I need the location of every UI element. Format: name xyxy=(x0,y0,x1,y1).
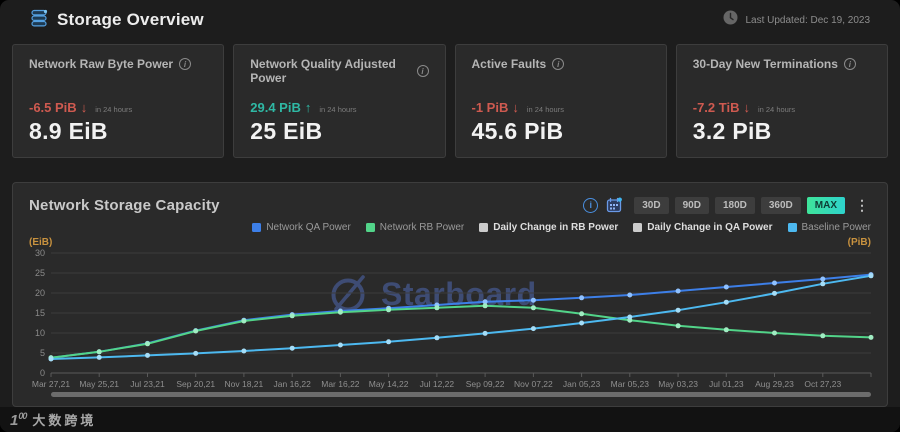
svg-text:May 14,22: May 14,22 xyxy=(369,379,409,389)
calendar-icon[interactable] xyxy=(606,197,623,213)
range-button-360d[interactable]: 360D xyxy=(760,196,801,214)
card-value: 8.9 EiB xyxy=(29,118,108,144)
svg-text:Mar 27,21: Mar 27,21 xyxy=(32,379,71,389)
legend-swatch xyxy=(252,222,262,232)
range-button-90d[interactable]: 90D xyxy=(674,196,709,214)
svg-text:Jan 16,22: Jan 16,22 xyxy=(274,379,312,389)
delta-value: -7.2 TiB xyxy=(692,100,740,115)
clock-icon xyxy=(723,10,738,30)
svg-text:Jan 05,23: Jan 05,23 xyxy=(563,379,601,389)
database-icon xyxy=(30,9,48,32)
delta-value: -1 PiB xyxy=(471,100,509,115)
legend-item[interactable]: Baseline Power xyxy=(787,221,871,233)
legend-swatch xyxy=(365,222,375,232)
legend-swatch xyxy=(787,222,797,232)
logo-100-mark: 100 xyxy=(10,410,27,429)
delta-period: in 24 hours xyxy=(526,105,564,114)
dashukuajing-logo-text: 大数跨境 xyxy=(32,413,97,428)
delta-value: -6.5 PiB xyxy=(29,100,77,115)
arrow-down-icon: ↓ xyxy=(743,100,750,115)
card-value: 25 EiB xyxy=(250,118,323,144)
footer-bar: 100 大数跨境 xyxy=(0,407,900,432)
svg-text:20: 20 xyxy=(35,288,45,298)
delta-period: in 24 hours xyxy=(757,105,796,114)
left-axis-unit: (EiB) xyxy=(29,237,53,248)
right-axis-unit: (PiB) xyxy=(847,237,871,248)
svg-text:Jul 12,22: Jul 12,22 xyxy=(420,379,455,389)
legend-label: Daily Change in RB Power xyxy=(493,221,619,233)
svg-text:25: 25 xyxy=(35,268,45,278)
legend-label: Network QA Power xyxy=(266,221,351,233)
chart-toolbar: i 30D 90D 180D 360D MAX ⋮ xyxy=(583,196,871,214)
svg-text:May 03,23: May 03,23 xyxy=(658,379,698,389)
chart-area: Starboard (EiB) (PiB) 0 5 10 15 20 25 30 Mar 27… xyxy=(29,237,874,401)
legend-label: Daily Change in QA Power xyxy=(647,221,773,233)
card-title: Active Faults xyxy=(471,57,547,71)
svg-text:Aug 29,23: Aug 29,23 xyxy=(755,379,794,389)
legend-swatch xyxy=(479,222,489,232)
stat-cards-row: Network Raw Byte Power i -6.5 PiB ↓ in 2… xyxy=(0,40,900,158)
legend-swatch xyxy=(633,222,643,232)
svg-text:May 25,21: May 25,21 xyxy=(79,379,119,389)
svg-text:Nov 07,22: Nov 07,22 xyxy=(514,379,553,389)
chart-title: Network Storage Capacity xyxy=(29,196,220,214)
svg-text:Jul 23,21: Jul 23,21 xyxy=(130,379,165,389)
card-value: 45.6 PiB xyxy=(471,118,564,144)
svg-text:5: 5 xyxy=(40,348,45,358)
card-title: Network Raw Byte Power xyxy=(29,57,174,71)
svg-text:Mar 16,22: Mar 16,22 xyxy=(321,379,360,389)
legend-item[interactable]: Daily Change in RB Power xyxy=(479,222,618,233)
card-value: 3.2 PiB xyxy=(692,118,772,144)
card-active-faults: Active Faults i -1 PiB ↓ in 24 hours 45.… xyxy=(454,44,667,158)
arrow-up-icon: ↑ xyxy=(304,100,312,115)
info-icon[interactable]: i xyxy=(179,58,192,70)
line-chart: 0 5 10 15 20 25 30 Mar 27,21 May 25,21 Jul 23,21 S… xyxy=(32,248,874,397)
svg-text:30: 30 xyxy=(35,248,45,258)
legend-item[interactable]: Network RB Power xyxy=(365,221,465,233)
arrow-down-icon: ↓ xyxy=(512,100,519,115)
svg-text:10: 10 xyxy=(35,328,45,338)
card-new-terminations: 30-Day New Terminations i -7.2 TiB ↓ in … xyxy=(675,44,888,158)
delta-period: in 24 hours xyxy=(319,105,357,114)
svg-text:0: 0 xyxy=(40,368,45,378)
legend-label: Baseline Power xyxy=(801,221,871,233)
page-title: Storage Overview xyxy=(57,10,204,29)
svg-text:15: 15 xyxy=(35,308,45,318)
range-button-max[interactable]: MAX xyxy=(806,196,845,214)
svg-text:Sep 20,21: Sep 20,21 xyxy=(176,379,215,389)
range-button-30d[interactable]: 30D xyxy=(634,196,669,214)
svg-text:Mar 05,23: Mar 05,23 xyxy=(611,379,650,389)
info-icon[interactable]: i xyxy=(552,58,565,70)
svg-text:Sep 09,22: Sep 09,22 xyxy=(466,379,505,389)
info-icon[interactable]: i xyxy=(583,197,599,213)
legend-label: Network RB Power xyxy=(379,221,465,233)
range-button-180d[interactable]: 180D xyxy=(714,196,755,214)
card-raw-byte-power: Network Raw Byte Power i -6.5 PiB ↓ in 2… xyxy=(12,44,225,158)
delta-period: in 24 hours xyxy=(95,105,133,114)
svg-text:Jul 01,23: Jul 01,23 xyxy=(709,379,744,389)
card-qa-power: Network Quality Adjusted Power i 29.4 Pi… xyxy=(233,44,446,158)
page-header: Storage Overview Last Updated: Dec 19, 2… xyxy=(0,0,900,40)
legend-item[interactable]: Network QA Power xyxy=(252,221,351,233)
card-title: 30-Day New Terminations xyxy=(692,57,838,71)
info-icon[interactable]: i xyxy=(416,65,429,77)
svg-text:Nov 18,21: Nov 18,21 xyxy=(225,379,264,389)
delta-value: 29.4 PiB xyxy=(250,100,301,115)
arrow-down-icon: ↓ xyxy=(80,100,88,115)
zoom-slider-rail[interactable] xyxy=(51,392,871,397)
range-button-group: 30D 90D 180D 360D MAX xyxy=(634,196,845,214)
legend-item[interactable]: Daily Change in QA Power xyxy=(633,221,773,233)
svg-text:Oct 27,23: Oct 27,23 xyxy=(804,379,841,389)
chart-legend: Network QA Power Network RB Power Daily Ch… xyxy=(29,219,871,235)
network-storage-capacity-panel: Network Storage Capacity i xyxy=(12,182,888,407)
info-icon[interactable]: i xyxy=(843,58,856,70)
last-updated-text: Last Updated: Dec 19, 2023 xyxy=(745,14,870,26)
kebab-menu-icon[interactable]: ⋮ xyxy=(855,197,869,213)
card-title: Network Quality Adjusted Power xyxy=(250,57,396,85)
